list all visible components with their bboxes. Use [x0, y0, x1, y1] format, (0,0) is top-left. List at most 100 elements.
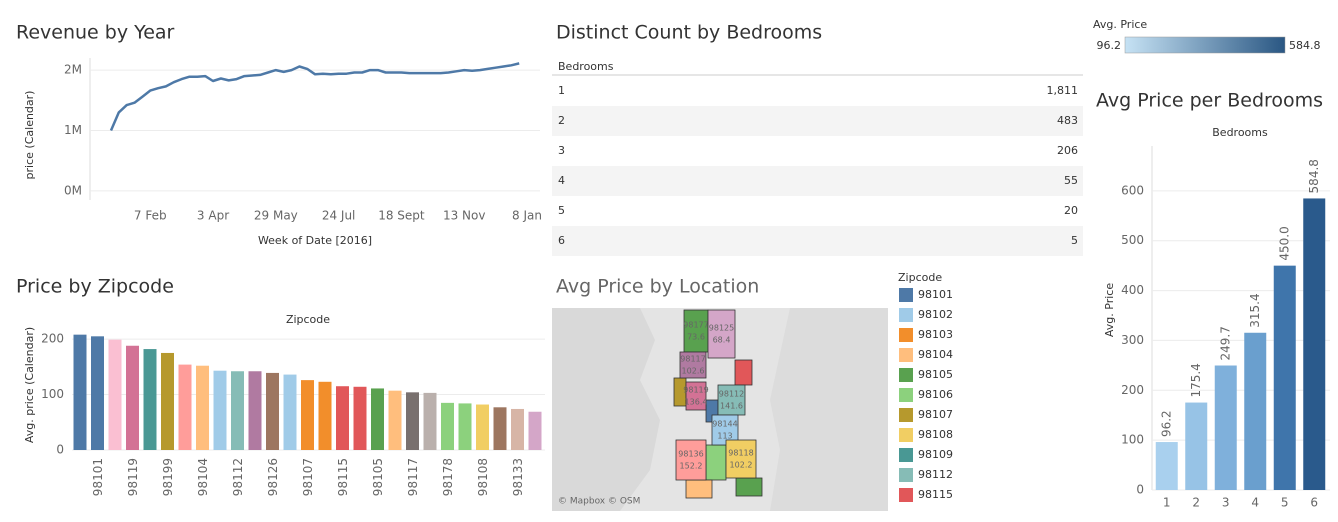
- map-region: [705, 444, 727, 481]
- legend-swatch: [899, 428, 913, 442]
- map-regions: 98177 73.6 98125 68.4 98117 102.6 98119 136.4 98…: [675, 309, 757, 481]
- region-value: 152.2: [680, 462, 703, 471]
- region-zip: 98117: [680, 355, 705, 364]
- region-value: 141.6: [720, 402, 743, 411]
- legend-swatch: [899, 348, 913, 362]
- y-axis-title: Avg. price (Calendar): [23, 327, 36, 443]
- y-tick-label: 300: [1121, 333, 1144, 347]
- x-tick-label: 98101: [91, 458, 105, 496]
- bar: [91, 336, 104, 450]
- legend-label: 98102: [918, 308, 953, 321]
- x-tick-label: 6: [1310, 496, 1318, 510]
- map-region: [734, 359, 753, 386]
- legend-label: 98115: [918, 488, 953, 501]
- bar: [458, 403, 472, 450]
- x-tick-label: 98108: [476, 458, 490, 496]
- map-land: [770, 308, 888, 511]
- map-region: [725, 439, 757, 479]
- bar: [423, 392, 437, 450]
- legend-swatch: [899, 468, 913, 482]
- bar: [283, 374, 297, 450]
- region-value: 102.2: [730, 461, 753, 470]
- region-zip: 98177: [683, 321, 708, 330]
- legend-label: 98103: [918, 328, 953, 341]
- bar: [371, 388, 384, 450]
- table-header: Bedrooms: [558, 60, 614, 73]
- bar: [441, 402, 454, 450]
- value-label: 249.7: [1218, 326, 1232, 360]
- legend-title: Avg. Price: [1093, 18, 1147, 31]
- x-tick-label: 98133: [511, 458, 525, 496]
- map-region: [707, 309, 736, 359]
- legend-label: 98108: [918, 428, 953, 441]
- table-cell: 5: [558, 204, 565, 217]
- bar: [301, 380, 314, 450]
- legend-swatch: [899, 368, 913, 382]
- x-tick-label: 3 Apr: [197, 209, 229, 223]
- x-tick-label: 98126: [266, 458, 280, 496]
- table-cell: 1: [558, 84, 565, 97]
- bar: [73, 334, 87, 450]
- table-cell: 4: [558, 174, 565, 187]
- bar: [528, 411, 542, 450]
- x-axis-header: Bedrooms: [1212, 126, 1268, 139]
- bar: [406, 392, 419, 450]
- x-axis-header: Zipcode: [286, 313, 330, 326]
- legend-max: 584.8: [1289, 39, 1321, 52]
- legend-label: 98105: [918, 368, 953, 381]
- y-tick-label: 100: [1121, 433, 1144, 447]
- x-tick-label: 5: [1281, 496, 1289, 510]
- chart-title: Avg Price per Bedrooms: [1096, 90, 1323, 112]
- x-tick-label: 98105: [371, 458, 385, 496]
- legend-label: 98107: [918, 408, 953, 421]
- map-region: [679, 351, 707, 379]
- bar: [336, 386, 349, 450]
- legend-swatch: [899, 288, 913, 302]
- bar: [1214, 365, 1237, 490]
- x-tick-label: 98178: [441, 458, 455, 496]
- y-tick-label: 0: [56, 443, 64, 457]
- legend-label: 98101: [918, 288, 953, 301]
- bar: [126, 345, 139, 450]
- y-tick-label: 600: [1121, 183, 1144, 197]
- legend-label: 98104: [918, 348, 953, 361]
- region-value: 136.4: [685, 398, 708, 407]
- x-tick-label: 98104: [196, 458, 210, 496]
- chart-title: Price by Zipcode: [16, 276, 174, 298]
- x-tick-label: 98119: [126, 458, 140, 496]
- legend-swatch: [899, 328, 913, 342]
- legend-swatch: [899, 488, 913, 502]
- bar: [511, 408, 524, 450]
- bar: [353, 386, 367, 450]
- table-cell: 5: [1071, 234, 1078, 247]
- legend-label: 98109: [918, 448, 953, 461]
- bar: [476, 404, 489, 450]
- row-band: [552, 166, 1083, 196]
- region-value: 73.6: [687, 333, 705, 342]
- region-value: 113: [717, 432, 732, 441]
- region-zip: 98112: [719, 390, 744, 399]
- legend-label: 98106: [918, 388, 953, 401]
- legend-label: 98112: [918, 468, 953, 481]
- color-ramp: [1124, 36, 1286, 54]
- map-region: [683, 309, 709, 353]
- x-tick-label: 98117: [406, 458, 420, 496]
- x-tick-label: 29 May: [254, 209, 298, 223]
- region-value: 68.4: [713, 336, 731, 345]
- x-tick-label: 18 Sept: [378, 209, 425, 223]
- bar: [248, 371, 262, 450]
- bar: [108, 339, 122, 450]
- bar: [266, 372, 279, 450]
- row-band: [552, 226, 1083, 256]
- value-label: 315.4: [1248, 293, 1262, 327]
- value-label: 96.2: [1159, 410, 1173, 437]
- y-tick-label: 0: [1136, 483, 1144, 497]
- x-tick-label: 8 Jan: [512, 209, 542, 223]
- y-tick-label: 200: [41, 332, 64, 346]
- map-region: [675, 439, 707, 481]
- legend-title: Zipcode: [898, 271, 942, 284]
- table-cell: 1,811: [1047, 84, 1079, 97]
- region-zip: 98118: [728, 449, 753, 458]
- x-tick-label: 2: [1192, 496, 1200, 510]
